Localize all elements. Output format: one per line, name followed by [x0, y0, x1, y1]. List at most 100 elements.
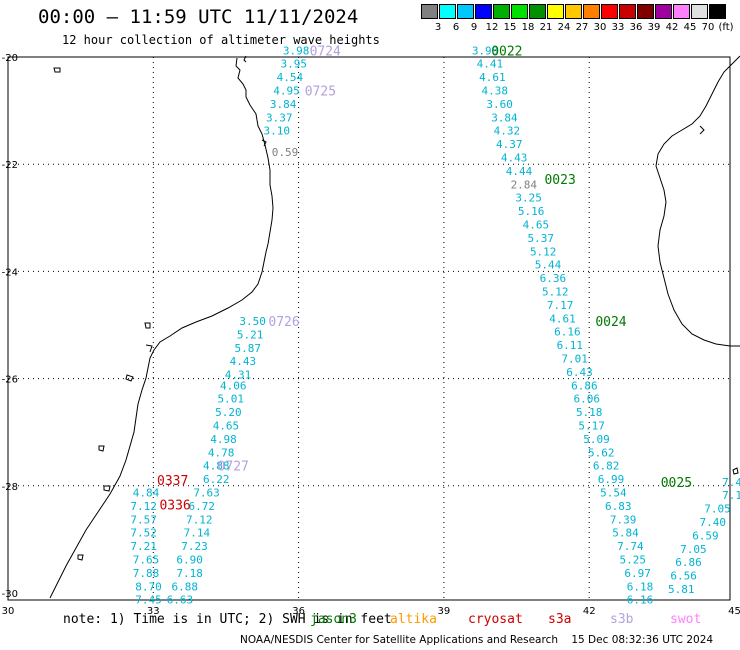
wave-height-value: 6.86 — [675, 556, 702, 569]
wave-height-value: 6.16 — [627, 594, 654, 607]
island-5 — [103, 485, 111, 492]
wave-height-value: 7.18 — [176, 567, 203, 580]
wave-height-value: 4.61 — [479, 71, 506, 84]
colorbar-swatch — [439, 4, 456, 19]
wave-height-value: 3.60 — [486, 98, 513, 111]
wave-height-value: 5.25 — [620, 554, 647, 567]
wave-height-value: 7.05 — [704, 503, 731, 516]
island-4 — [98, 445, 105, 452]
wave-height-value: 7.01 — [561, 353, 588, 366]
madagascar-coastline — [655, 55, 740, 347]
pass-time-label: 0025 — [661, 476, 692, 491]
wave-height-value: 5.62 — [588, 446, 615, 459]
wave-height-value: 3.95 — [281, 58, 308, 71]
track-east: 7.47.17.057.406.597.056.866.565.81 — [668, 476, 740, 596]
wave-height-value: 5.37 — [528, 232, 555, 245]
colorbar-label: 39 — [647, 22, 661, 33]
lon-tick-label: 39 — [438, 606, 451, 617]
africa-coastline — [49, 57, 274, 599]
wave-height-value: 3.98 — [472, 44, 499, 57]
track-0725: 3.983.954.544.953.843.373.10 0.59 — [264, 44, 310, 159]
pass-time-label: 0023 — [544, 173, 575, 188]
wave-height-value: 4.37 — [496, 138, 523, 151]
island-7 — [732, 467, 739, 475]
coast-detail-2 — [261, 139, 267, 147]
wave-height-value: 4.41 — [477, 58, 504, 71]
page-subtitle: 12 hour collection of altimeter wave hei… — [62, 33, 380, 47]
colorbar-swatch — [547, 4, 564, 19]
pass-time-labels: 0724 0725 0726 0727 0337 0336 0022 0023 0024 0025 — [157, 44, 692, 513]
colorbar-label: 33 — [611, 22, 625, 33]
wave-height-value: 5.09 — [583, 433, 610, 446]
colorbar-swatch — [637, 4, 654, 19]
wave-height-value: 5.17 — [578, 420, 605, 433]
wave-height-value: 5.81 — [668, 583, 695, 596]
wave-height-value: 4.95 — [273, 85, 300, 98]
lon-tick-label: 36 — [292, 606, 305, 617]
wave-height-value: 3.10 — [264, 125, 291, 138]
pass-time-label: 0727 — [218, 460, 249, 475]
colorbar-swatch — [421, 4, 438, 19]
lon-tick-label: 30 — [2, 606, 15, 617]
coastline — [49, 55, 740, 599]
lat-lon-grid: 30 33 36 39 42 45 -20 -22 -24 -26 -28 -30 — [2, 53, 740, 617]
wave-height-value: 7.17 — [547, 299, 574, 312]
wave-height-value: 6.22 — [203, 473, 230, 486]
wave-height-value: 7.39 — [610, 513, 637, 526]
wave-height-value: 4.54 — [277, 71, 304, 84]
coast-detail-1 — [243, 55, 247, 63]
wave-height-value: 7.12 — [130, 500, 157, 513]
wave-height-value: 7.52 — [130, 527, 157, 540]
colorbar-swatch — [655, 4, 672, 19]
wave-height-value: 4.43 — [501, 152, 528, 165]
satellite-legend-item: altika — [390, 612, 437, 627]
wave-height-value: 6.82 — [593, 460, 620, 473]
wave-height-value: 4.61 — [549, 312, 576, 325]
colorbar-label: (ft) — [718, 22, 734, 33]
wave-height-value: 4.65 — [213, 420, 240, 433]
wave-height-value: 6.90 — [176, 554, 203, 567]
pass-time-label: 0336 — [159, 498, 190, 513]
island-3 — [125, 374, 134, 382]
coast-detail-3 — [145, 344, 153, 353]
wave-height-value: 6.83 — [605, 500, 632, 513]
colorbar-swatch — [511, 4, 528, 19]
page-title: 00:00 – 11:59 UTC 11/11/2024 — [38, 6, 359, 28]
map-frame — [7, 56, 731, 601]
colorbar-swatch — [493, 4, 510, 19]
colorbar-label: 42 — [665, 22, 679, 33]
lat-tick-label: -20 — [2, 53, 18, 64]
wave-height-value: 7.23 — [181, 540, 208, 553]
colorbar-label: 27 — [575, 22, 589, 33]
wave-height-value: 7.12 — [186, 513, 213, 526]
wave-height-value: 6.06 — [574, 393, 601, 406]
wave-height-value: 6.72 — [188, 500, 215, 513]
pass-time-label: 0337 — [157, 474, 188, 489]
colorbar-label: 12 — [485, 22, 499, 33]
wave-height-value: 3.84 — [491, 111, 518, 124]
wave-height-value: 5.87 — [234, 342, 261, 355]
colorbar-label: 9 — [470, 22, 478, 33]
wave-height-value: 7.45 — [135, 594, 162, 607]
wave-height-value: 7.14 — [184, 527, 211, 540]
satellite-legend-item: swot — [670, 612, 702, 627]
wave-height-value: 7.88 — [133, 567, 160, 580]
wave-height-tracks: 3.983.954.544.953.843.373.100.593.505.21… — [130, 44, 740, 606]
wave-height-value: 5.12 — [542, 286, 569, 299]
wave-height-value: 5.20 — [215, 406, 242, 419]
colorbar-label: 3 — [434, 22, 442, 33]
wave-height-value: 0.59 — [272, 146, 299, 159]
colorbar-label: 36 — [629, 22, 643, 33]
wave-height-value: 5.18 — [576, 406, 603, 419]
wave-height-value: 4.78 — [208, 446, 235, 459]
satellite-legend-item: cryosat — [468, 612, 523, 627]
island-2 — [144, 322, 151, 329]
wave-height-value: 8.70 — [135, 580, 162, 593]
colorbar-swatch — [619, 4, 636, 19]
wave-height-value: 7.4 — [722, 476, 740, 489]
madagascar-detail — [699, 125, 705, 135]
wave-height-value: 5.21 — [237, 328, 264, 341]
colorbar-label: 15 — [503, 22, 517, 33]
track-0024: 6.065.185.175.095.626.826.995.546.837.39… — [574, 393, 654, 594]
